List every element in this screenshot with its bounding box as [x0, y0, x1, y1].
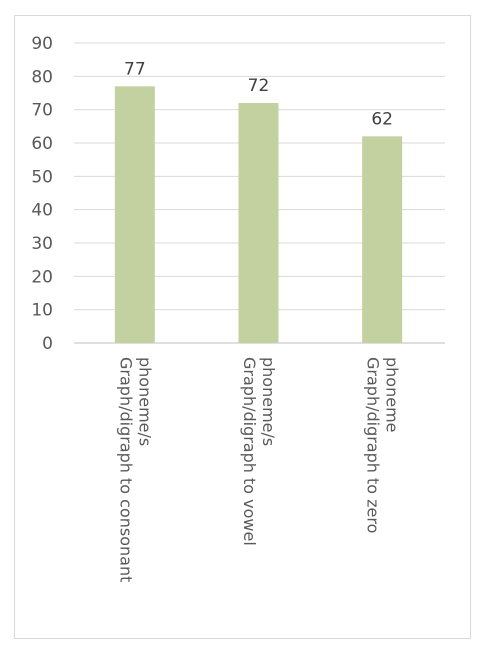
- y-tick-label: 80: [31, 67, 53, 87]
- y-tick-label: 60: [31, 134, 53, 154]
- y-tick-label: 40: [31, 201, 53, 221]
- bar: [238, 103, 279, 343]
- x-category-label-line: phoneme/s: [259, 357, 278, 446]
- y-tick-label: 10: [31, 301, 53, 321]
- data-label: 77: [124, 59, 146, 79]
- y-tick-label: 20: [31, 267, 53, 287]
- x-category-label-line: phoneme: [383, 357, 402, 433]
- bar: [114, 86, 155, 343]
- x-category-label-line: Graph/digraph to vowel: [240, 357, 259, 546]
- x-category-label-line: phoneme/s: [135, 357, 154, 446]
- data-labels: 77 72 62: [124, 59, 393, 129]
- x-category-label-line: Graph/digraph to zero: [364, 357, 383, 533]
- y-tick-label: 30: [31, 234, 53, 254]
- y-axis-ticks: 0 10 20 30 40 50 60 70 80 90: [31, 34, 53, 354]
- data-label: 62: [371, 109, 393, 129]
- x-axis-categories: Graph/digraph to consonant phoneme/s Graph…: [116, 357, 401, 582]
- x-category-label: Graph/digraph to zero phoneme: [364, 357, 402, 533]
- y-tick-label: 0: [42, 334, 53, 354]
- y-tick-label: 50: [31, 167, 53, 187]
- bars: [114, 86, 403, 343]
- x-category-label: Graph/digraph to vowel phoneme/s: [240, 357, 278, 546]
- x-category-label: Graph/digraph to consonant phoneme/s: [116, 357, 154, 582]
- x-category-label-line: Graph/digraph to consonant: [116, 357, 135, 582]
- data-label: 72: [248, 76, 270, 96]
- y-tick-label: 70: [31, 101, 53, 121]
- bar: [362, 136, 403, 343]
- y-tick-label: 90: [31, 34, 53, 54]
